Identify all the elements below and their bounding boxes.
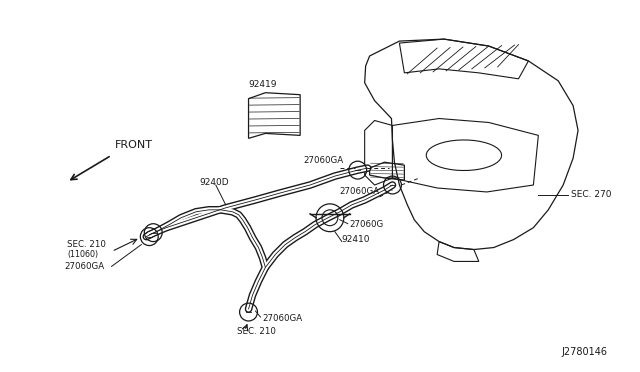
- Text: 92410: 92410: [342, 235, 371, 244]
- Text: 27060GA: 27060GA: [303, 156, 343, 165]
- Text: J2780146: J2780146: [562, 347, 608, 357]
- Text: SEC. 270: SEC. 270: [571, 190, 612, 199]
- Text: FRONT: FRONT: [115, 140, 152, 150]
- Text: 92419: 92419: [248, 80, 277, 89]
- Text: (11060): (11060): [67, 250, 98, 259]
- Text: 9240D: 9240D: [199, 177, 228, 186]
- Text: 27060GA: 27060GA: [340, 187, 380, 196]
- Text: 27060GA: 27060GA: [262, 314, 303, 324]
- Text: 27060G: 27060G: [350, 220, 384, 229]
- Text: SEC. 210: SEC. 210: [237, 327, 275, 336]
- Text: SEC. 210: SEC. 210: [67, 240, 106, 249]
- Text: 27060GA: 27060GA: [64, 262, 104, 271]
